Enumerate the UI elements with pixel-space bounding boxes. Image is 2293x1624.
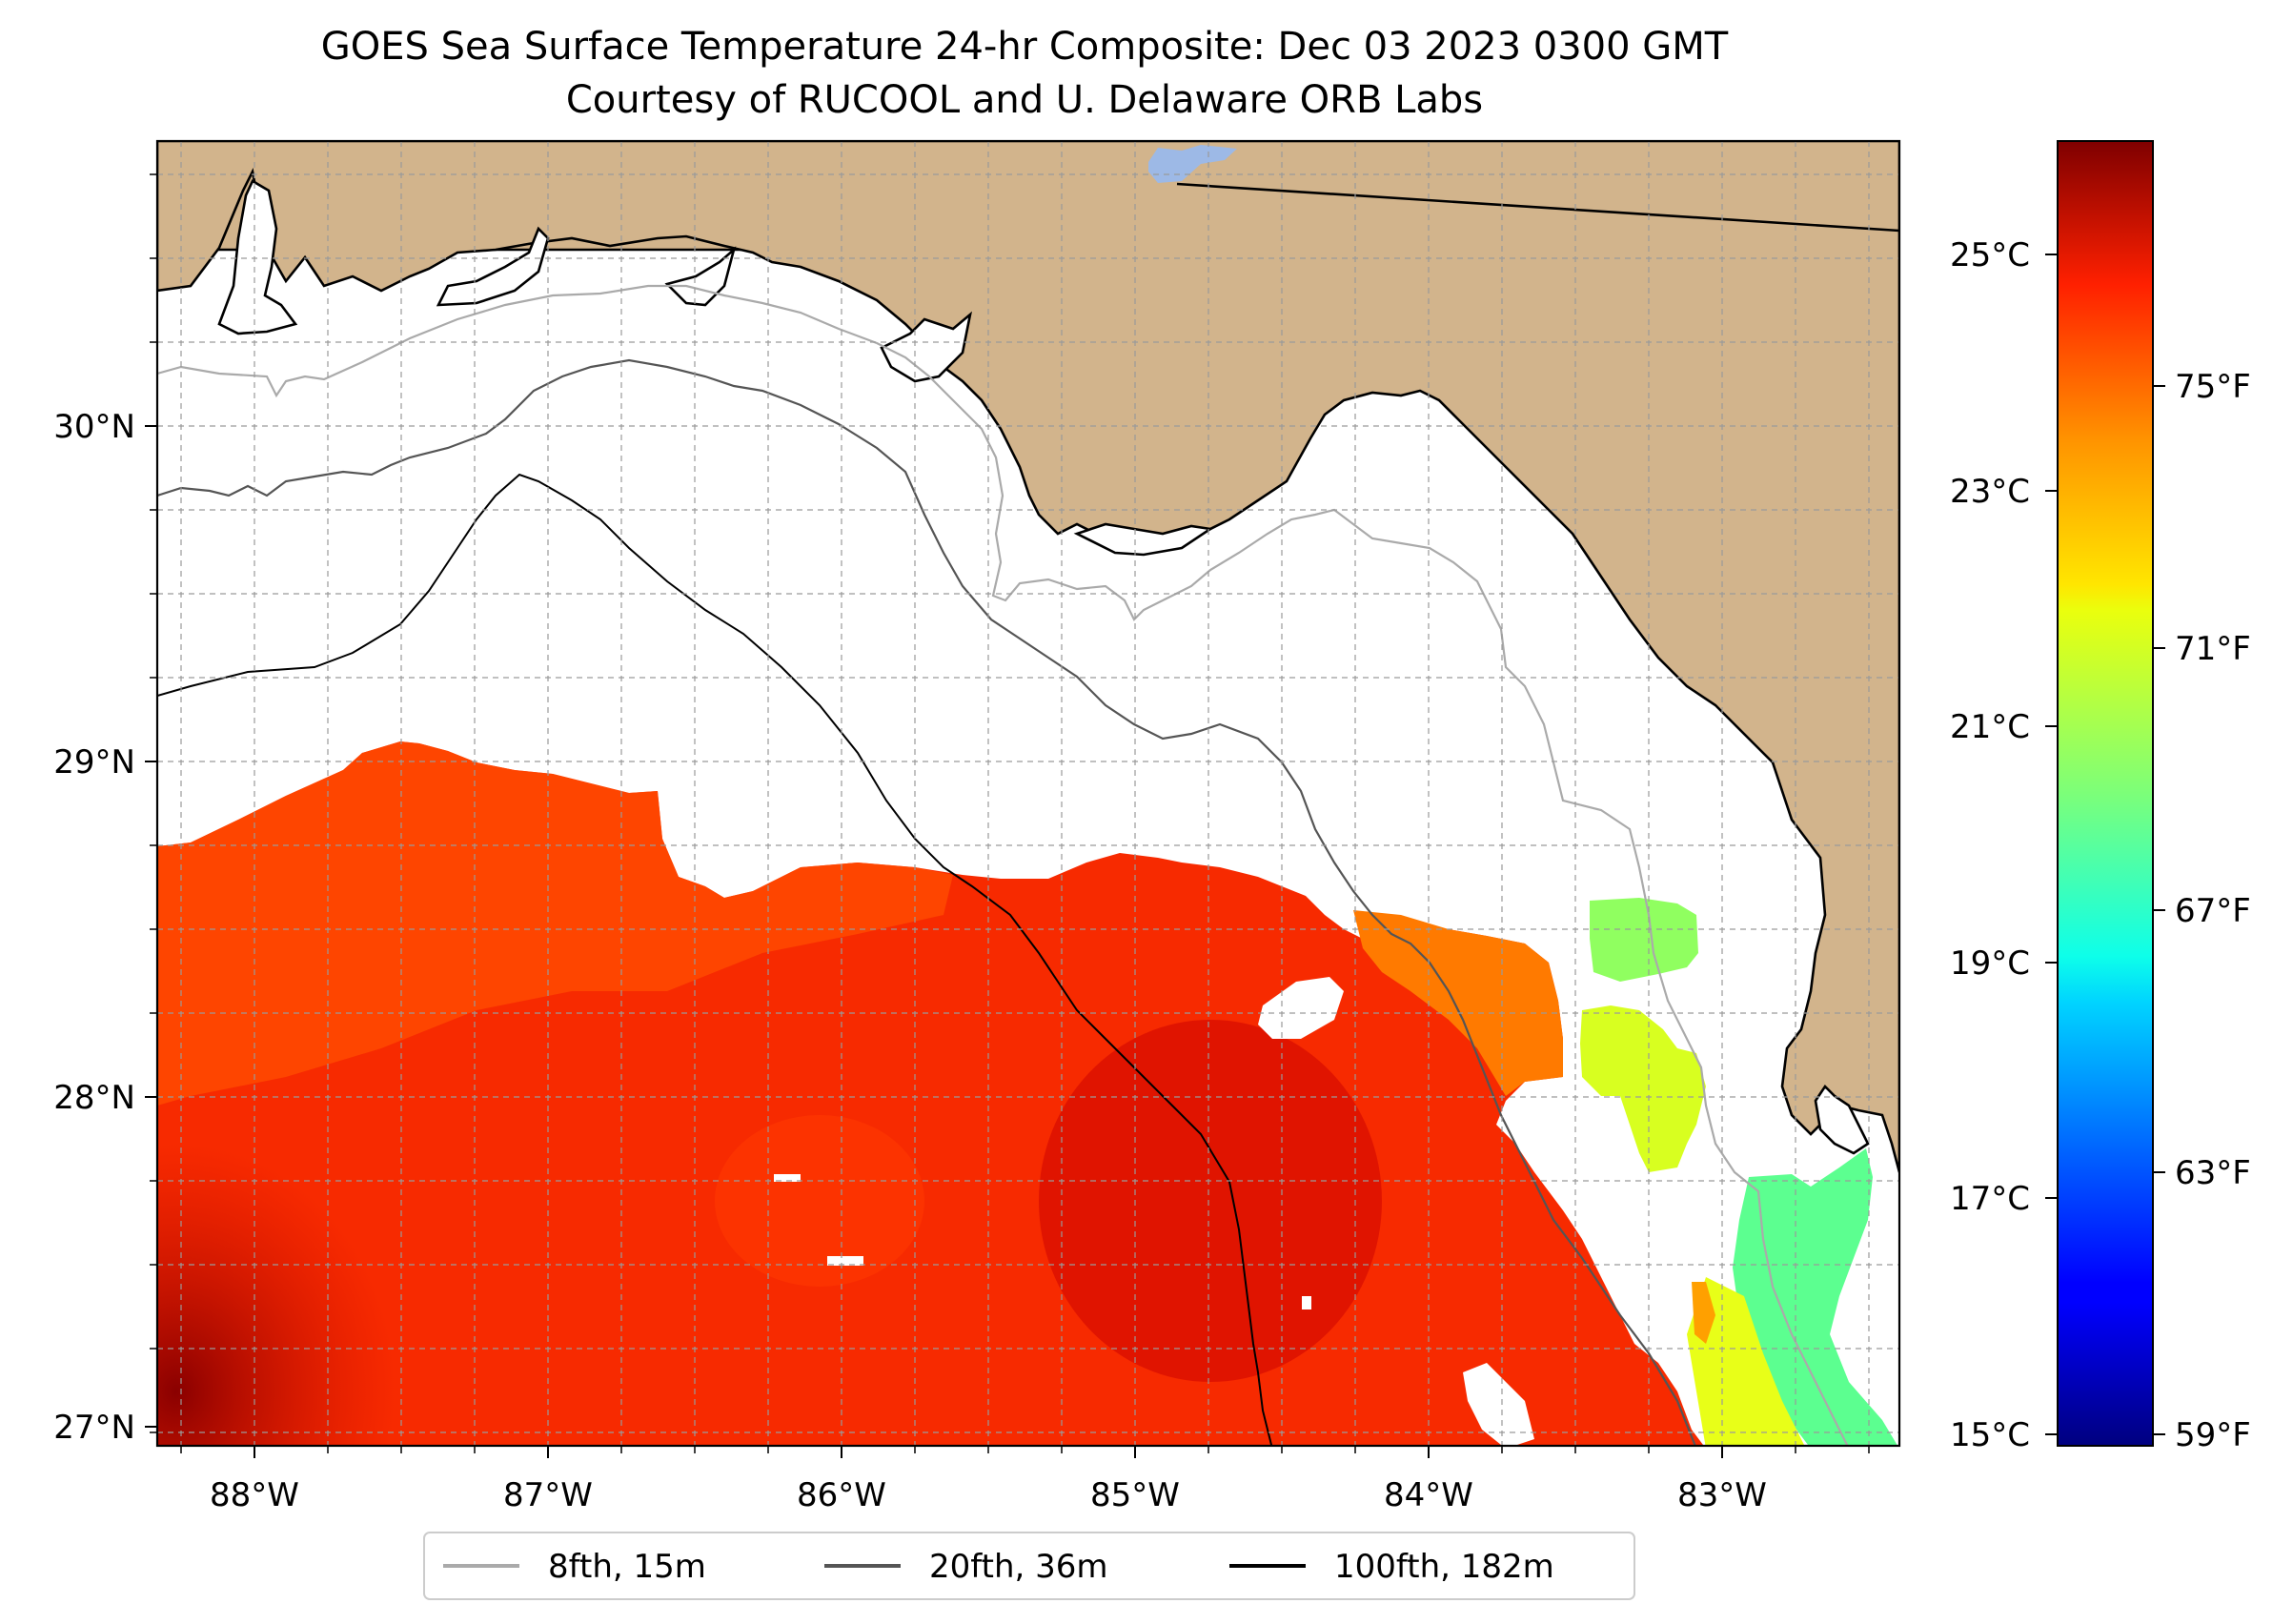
legend-label: 8fth, 15m	[548, 1548, 706, 1586]
celsius-tick-21: 21°C	[1950, 708, 2058, 746]
map-frame	[155, 139, 1901, 1448]
colorbar-gradient	[2057, 140, 2154, 1447]
lat-tick-label-30n: 30°N	[53, 408, 135, 446]
lon-tick-5: 83°W	[1677, 1446, 1767, 1514]
legend-item-8fth: 8fth, 15m	[443, 1548, 706, 1586]
sst-cedar-key-yellow	[1580, 1005, 1706, 1172]
lon-tick-label-84w: 84°W	[1384, 1476, 1473, 1514]
fahrenheit-tick-label: 67°F	[2175, 892, 2251, 930]
choctawhatchee-bay	[436, 226, 550, 307]
apalachicola-bay	[1073, 522, 1214, 557]
contour-8fth	[157, 284, 1849, 1446]
sst-bigbend-orange	[1353, 910, 1563, 1096]
land-panhandle-coast	[157, 141, 1899, 1173]
celsius-tick-label: 19°C	[1950, 944, 2030, 983]
lat-tick-label-27n: 27°N	[53, 1409, 135, 1447]
figure-subtitle: Courtesy of RUCOOL and U. Delaware ORB L…	[566, 78, 1483, 122]
lat-tick-2: 28°N	[53, 1079, 157, 1117]
cloud-gap-south	[1463, 1363, 1534, 1446]
fahrenheit-axis: 75°F 71°F 67°F 63°F 59°F	[2153, 368, 2251, 1454]
fahrenheit-tick-label: 63°F	[2175, 1154, 2251, 1192]
sst-dark-sw	[157, 1144, 396, 1446]
celsius-tick-17: 17°C	[1950, 1180, 2058, 1218]
lat-tick-1: 29°N	[53, 743, 157, 782]
lat-tick-3: 27°N	[53, 1409, 157, 1447]
sst-tampa-yellow	[1687, 1277, 1805, 1446]
lon-minor-ticks	[180, 1446, 1870, 1453]
lat-tick-label-28n: 28°N	[53, 1079, 135, 1117]
sst-mid-orange	[715, 1115, 924, 1287]
fahrenheit-tick-label: 59°F	[2175, 1416, 2251, 1454]
lon-gridlines	[180, 141, 1870, 1446]
celsius-tick-label: 21°C	[1950, 708, 2030, 746]
lat-axis: 30°N 29°N 28°N 27°N	[53, 173, 157, 1447]
st-andrew-bay	[664, 246, 737, 307]
fahrenheit-tick-63: 63°F	[2153, 1154, 2251, 1192]
cloud-gap-offshore	[1258, 977, 1344, 1039]
lon-tick-0: 88°W	[210, 1446, 299, 1514]
st-joseph-bay	[880, 311, 972, 383]
celsius-tick-15: 15°C	[1950, 1416, 2058, 1454]
celsius-tick-19: 19°C	[1950, 944, 2058, 983]
fahrenheit-tick-59: 59°F	[2153, 1416, 2251, 1454]
cloud-gap-small-1	[774, 1174, 801, 1182]
lon-tick-3: 85°W	[1090, 1446, 1180, 1514]
fahrenheit-tick-label: 75°F	[2175, 368, 2251, 406]
fahrenheit-tick-67: 67°F	[2153, 892, 2251, 930]
lon-tick-label-83w: 83°W	[1677, 1476, 1767, 1514]
colorbar: 25°C 23°C 21°C 19°C 17°C 15°C	[1950, 140, 2251, 1454]
contour-100fth	[157, 473, 1273, 1446]
map-panel: 88°W 87°W 86°W 85°W 84°W 83°W	[53, 139, 1901, 1514]
bathymetry-contours	[157, 284, 1849, 1446]
lon-axis: 88°W 87°W 86°W 85°W 84°W 83°W	[180, 1446, 1870, 1514]
lat-tick-0: 30°N	[53, 408, 157, 446]
figure-title: GOES Sea Surface Temperature 24-hr Compo…	[321, 25, 1729, 69]
lon-tick-label-85w: 85°W	[1090, 1476, 1180, 1514]
fahrenheit-tick-71: 71°F	[2153, 630, 2251, 668]
legend-label: 20fth, 36m	[929, 1548, 1108, 1586]
lon-tick-label-86w: 86°W	[797, 1476, 886, 1514]
celsius-tick-label: 15°C	[1950, 1416, 2030, 1454]
sst-anclote-orange	[1692, 1282, 1715, 1344]
gridlines	[157, 141, 1899, 1446]
celsius-tick-23: 23°C	[1950, 473, 2058, 511]
lon-tick-label-88w: 88°W	[210, 1476, 299, 1514]
lat-minor-ticks	[150, 173, 157, 1433]
sst-field	[157, 741, 1898, 1446]
lon-tick-1: 87°W	[503, 1446, 593, 1514]
lat-gridlines	[157, 173, 1899, 1433]
tampa-bay	[1814, 1084, 1870, 1155]
lon-tick-2: 86°W	[797, 1446, 886, 1514]
lon-tick-4: 84°W	[1384, 1446, 1473, 1514]
pensacola-bay	[217, 179, 298, 335]
celsius-tick-label: 23°C	[1950, 473, 2030, 511]
legend-item-20fth: 20fth, 36m	[824, 1548, 1108, 1586]
cloud-gap-small-3	[1302, 1296, 1311, 1309]
sst-offshore-orange-band	[157, 741, 953, 1106]
celsius-tick-25: 25°C	[1950, 236, 2058, 274]
cloud-gap-small-2	[827, 1256, 863, 1266]
state-border	[1176, 182, 1899, 233]
contour-20fth	[157, 358, 1696, 1446]
fahrenheit-tick-label: 71°F	[2175, 630, 2251, 668]
celsius-tick-label: 25°C	[1950, 236, 2030, 274]
legend-box	[423, 1532, 1635, 1600]
celsius-tick-label: 17°C	[1950, 1180, 2030, 1218]
lon-tick-label-87w: 87°W	[503, 1476, 593, 1514]
celsius-axis: 25°C 23°C 21°C 19°C 17°C 15°C	[1950, 236, 2058, 1454]
fahrenheit-tick-75: 75°F	[2153, 368, 2251, 406]
sst-tampa-green	[1733, 1148, 1898, 1446]
contour-legend: 8fth, 15m 20fth, 36m 100fth, 182m	[423, 1532, 1635, 1600]
legend-item-100fth: 100fth, 182m	[1229, 1548, 1554, 1586]
lake-seminole	[1148, 145, 1237, 183]
sst-dark-core	[1039, 1020, 1382, 1382]
lat-tick-label-29n: 29°N	[53, 743, 135, 782]
legend-label: 100fth, 182m	[1334, 1548, 1554, 1586]
land	[157, 141, 1899, 1173]
sst-north-green	[1590, 898, 1698, 982]
